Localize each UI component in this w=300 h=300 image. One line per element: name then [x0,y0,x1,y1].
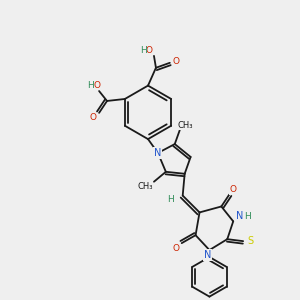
Text: H: H [244,212,250,221]
Text: N: N [154,148,162,158]
Text: O: O [230,185,237,194]
Text: N: N [204,250,211,260]
Text: H: H [87,81,94,90]
Text: O: O [90,113,97,122]
Text: H: H [167,195,174,204]
Text: CH₃: CH₃ [178,121,194,130]
Text: H: H [140,46,146,56]
Text: N: N [236,212,244,221]
Text: O: O [172,244,179,253]
Text: O: O [146,46,152,56]
Text: O: O [94,81,100,90]
Text: CH₃: CH₃ [137,182,153,191]
Text: S: S [247,236,253,246]
Text: O: O [172,57,179,66]
